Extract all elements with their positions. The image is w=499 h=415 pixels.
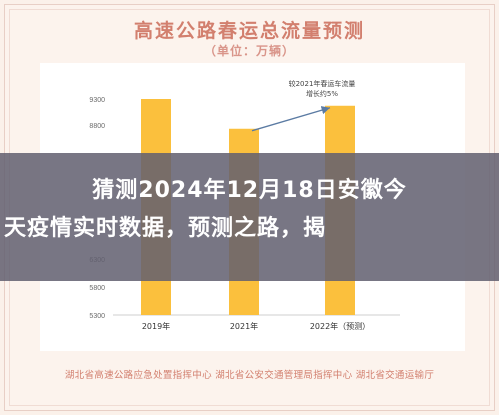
growth-arrow: [251, 106, 331, 132]
y-tick-label: 8800: [89, 123, 105, 130]
source-credit: 湖北省高速公路应急处置指挥中心 湖北省公安交通管理局指挥中心 湖北省交通运输厅: [64, 370, 435, 381]
x-tick-label: 2022年（预测）: [310, 321, 370, 331]
headline-line-2: 天疫情实时数据，预测之路，揭: [4, 216, 327, 241]
y-tick-label: 5300: [89, 313, 105, 320]
y-tick-label: 5800: [89, 285, 105, 292]
headline-overlay: [0, 153, 499, 281]
annotation-line-1: 较2021年春运车流量: [289, 79, 356, 88]
x-tick-label: 2019年: [142, 321, 170, 331]
annotation-line-2: 增长约5%: [306, 89, 338, 98]
chart-title: 高速公路春运总流量预测: [133, 20, 365, 42]
x-tick-label: 2021年: [230, 321, 258, 331]
y-tick-label: 9300: [89, 97, 105, 104]
chart-subtitle: （单位：万辆）: [203, 44, 295, 58]
headline-line-1: 猜测2024年12月18日安徽今: [92, 178, 407, 203]
